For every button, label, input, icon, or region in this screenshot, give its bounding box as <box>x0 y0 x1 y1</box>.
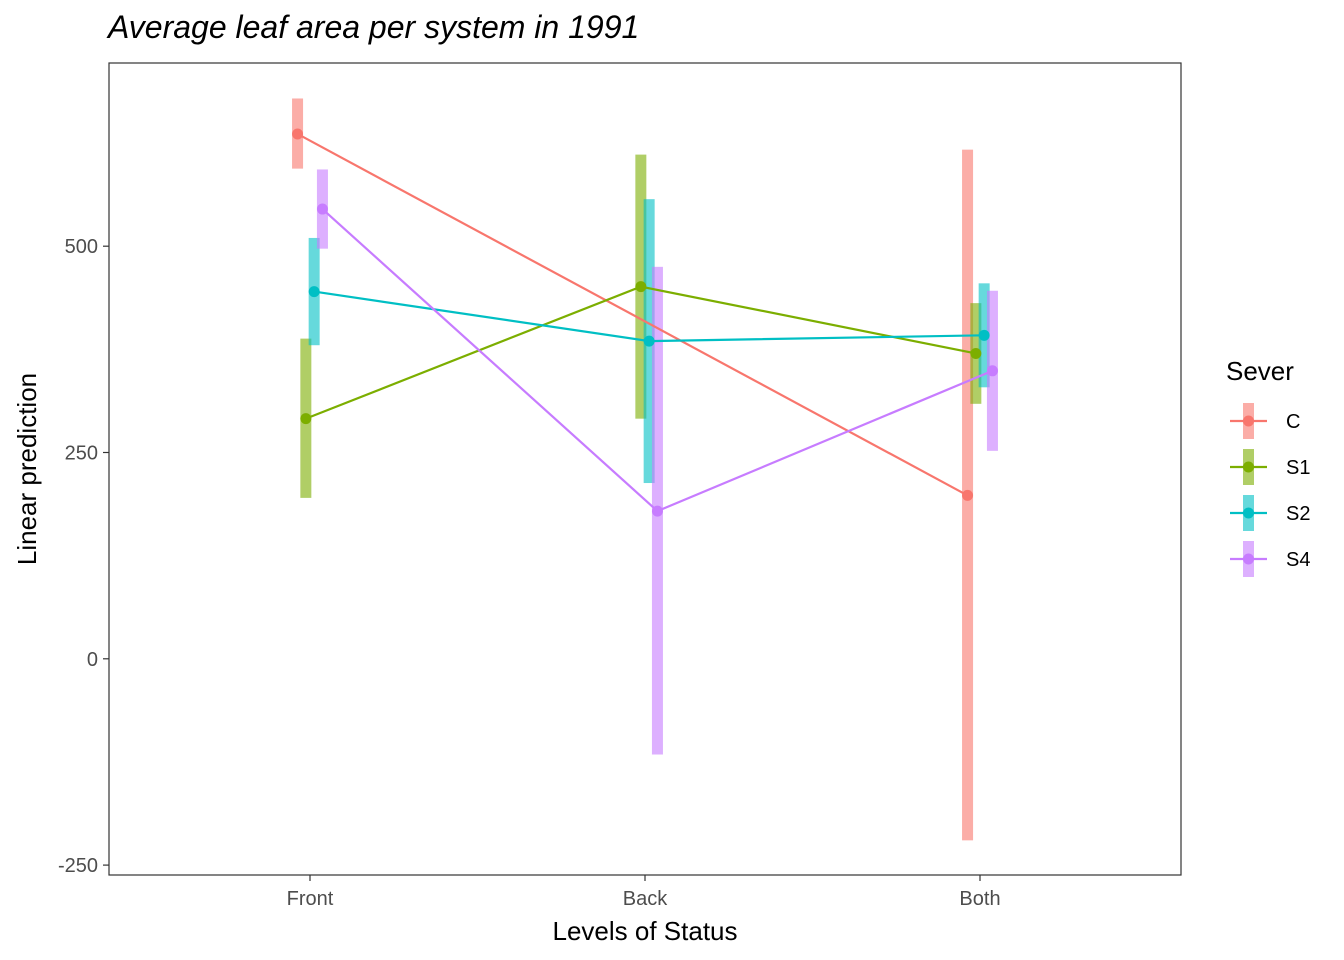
x-tick-label-1: Back <box>623 888 668 910</box>
point-S4-Front <box>316 203 328 215</box>
point-C-Front <box>292 128 304 140</box>
point-S1-Back <box>635 281 647 293</box>
point-S2-Front <box>308 286 320 298</box>
point-S2-Both <box>978 329 990 341</box>
plot-area <box>109 63 1181 875</box>
point-C-Both <box>962 489 974 501</box>
legend-key-point-C <box>1243 415 1254 427</box>
legend-item-S1: S1 <box>1230 449 1310 485</box>
legend-title: Sever <box>1226 356 1294 386</box>
legend-item-S4: S4 <box>1230 541 1310 577</box>
x-tick-label-2: Both <box>959 888 1000 910</box>
point-S4-Back <box>651 505 663 517</box>
y-axis-title: Linear prediction <box>12 373 42 565</box>
chart-title: Average leaf area per system in 1991 <box>106 9 639 45</box>
x-axis-title: Levels of Status <box>553 916 738 946</box>
legend-item-S2: S2 <box>1230 495 1310 531</box>
y-tick-label-2: 250 <box>65 442 98 464</box>
point-S1-Front <box>300 413 312 425</box>
legend-label-S2: S2 <box>1286 503 1310 525</box>
legend-label-C: C <box>1286 411 1300 433</box>
legend-label-S1: S1 <box>1286 457 1310 479</box>
point-S4-Both <box>986 365 998 377</box>
y-tick-label-3: 500 <box>65 236 98 258</box>
series-line-C <box>297 132 969 497</box>
x-tick-label-0: Front <box>287 888 334 910</box>
legend-key-point-S4 <box>1243 553 1254 565</box>
legend-item-C: C <box>1230 403 1300 439</box>
axes: -250 0 250 500 Front Back Both <box>58 62 1182 910</box>
point-S2-Back <box>643 335 655 347</box>
y-tick-label-0: -250 <box>58 855 98 877</box>
legend-key-point-S1 <box>1243 461 1254 473</box>
y-tick-label-1: 0 <box>87 649 98 671</box>
point-S1-Both <box>970 347 982 359</box>
legend: Sever C S1 S2 S4 <box>1226 356 1310 577</box>
legend-key-point-S2 <box>1243 507 1254 519</box>
legend-label-S4: S4 <box>1286 549 1310 571</box>
